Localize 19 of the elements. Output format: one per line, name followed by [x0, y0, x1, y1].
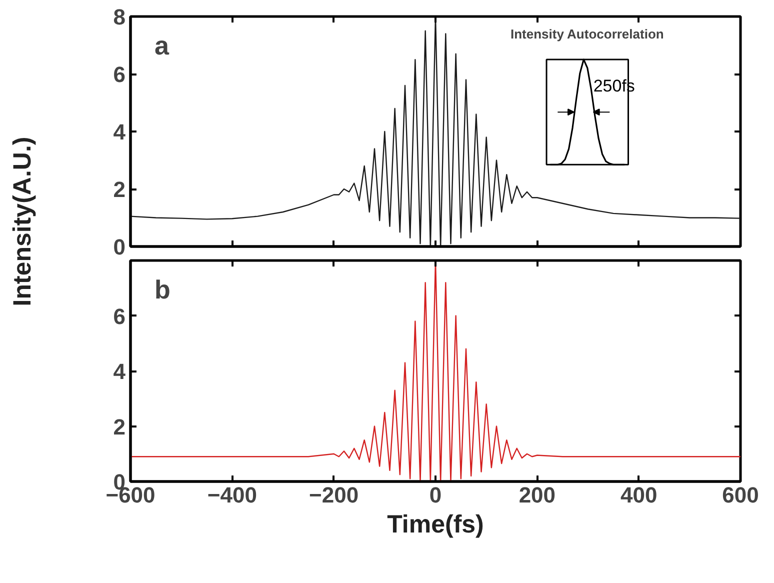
- y-tick-label: 2: [113, 414, 126, 440]
- y-tick-label: 0: [113, 234, 126, 260]
- x-tick-label: −200: [309, 482, 359, 508]
- y-tick-label: 6: [113, 62, 126, 87]
- y-tick-label: 4: [113, 120, 126, 144]
- annotation: b: [154, 274, 170, 304]
- y-tick-label: 2: [113, 177, 126, 202]
- y-axis-title: Intensity(A.U.): [8, 136, 36, 306]
- y-tick-label: 4: [113, 359, 126, 384]
- x-tick-label: 600: [722, 482, 759, 508]
- x-axis-title: Time(fs): [387, 510, 484, 538]
- annotation: a: [154, 30, 170, 60]
- x-tick-label: 0: [429, 482, 442, 508]
- x-tick-label: 200: [518, 482, 556, 508]
- x-tick-label: 400: [620, 482, 658, 508]
- y-tick-label: 8: [113, 4, 126, 30]
- chart-title: Intensity Autocorrelation: [510, 26, 664, 42]
- y-tick-label: 6: [113, 304, 126, 329]
- x-tick-label: −400: [207, 482, 257, 508]
